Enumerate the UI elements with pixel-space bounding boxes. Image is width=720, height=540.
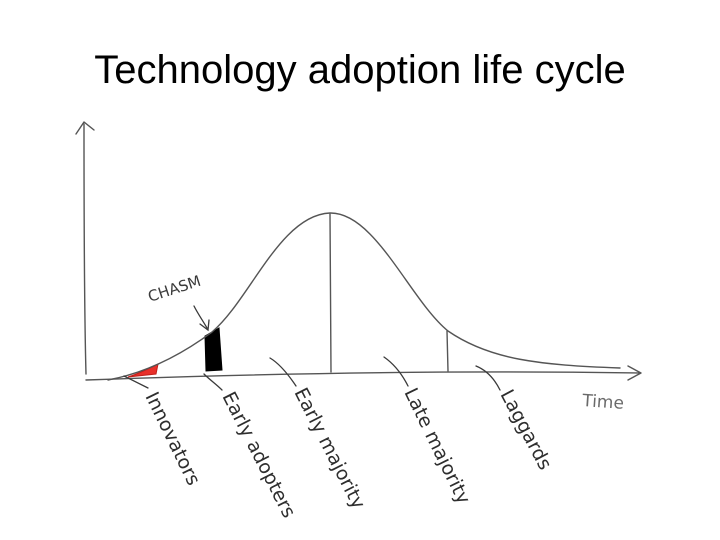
leader-innovators	[123, 375, 149, 389]
leader-early-adopters	[203, 373, 223, 391]
label-early-majority: Early majority	[290, 384, 370, 512]
x-axis-label: Time	[581, 391, 625, 414]
label-late-majority: Late majority	[400, 385, 475, 508]
chasm-arrow	[193, 305, 208, 329]
divider-late-majority-laggards	[446, 330, 449, 372]
leader-laggards	[475, 365, 501, 391]
x-axis-arrowhead	[627, 365, 642, 381]
y-axis-arrowhead	[75, 121, 95, 135]
leader-late-majority	[383, 356, 409, 387]
leader-early-majority	[269, 357, 297, 387]
label-early-adopters: Early adopters	[218, 388, 300, 521]
adoption-bell-curve	[107, 212, 621, 381]
y-axis	[83, 123, 87, 375]
x-axis	[85, 371, 641, 381]
slide-title: Technology adoption life cycle	[94, 48, 626, 92]
chasm-label: CHASM	[146, 272, 203, 306]
divider-early-majority-late-majority	[329, 213, 332, 373]
chasm-arrowhead	[199, 319, 210, 332]
label-innovators: Innovators	[141, 389, 205, 489]
label-laggards: Laggards	[496, 386, 556, 474]
